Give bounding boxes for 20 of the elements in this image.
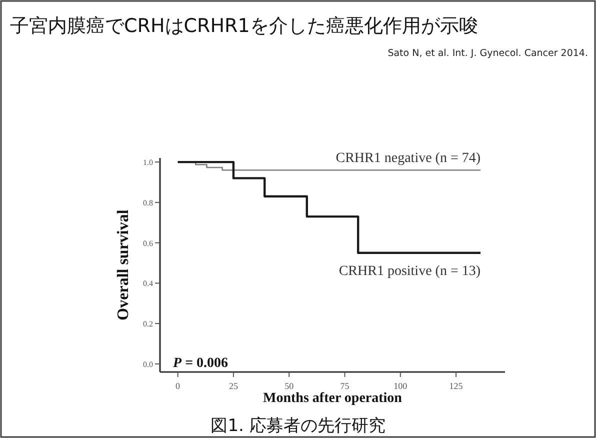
x-tick-label: 75: [340, 381, 350, 391]
series-label: CRHR1 negative (n = 74): [336, 151, 481, 166]
x-tick-label: 0: [176, 381, 181, 391]
chart-title: 子宮内膜癌でCRHはCRHR1を介した癌悪化作用が示唆: [10, 15, 478, 37]
x-tick-label: 100: [394, 381, 408, 391]
annotation: P = 0.006: [173, 356, 228, 371]
x-tick-label: 125: [449, 381, 464, 391]
y-tick-label: 0.8: [143, 198, 153, 208]
x-tick-label: 25: [228, 381, 238, 391]
y-tick-label: 1.0: [143, 158, 153, 168]
y-tick-label: 0.0: [143, 360, 153, 369]
text: Sato N, et al. Int. J. Gynecol. Cancer 2014.: [388, 48, 588, 59]
x-tick-label: 50: [284, 381, 294, 391]
y-tick-label: 0.4: [143, 279, 153, 288]
x-axis-title: Months after operation: [263, 391, 402, 406]
caption: 図1. 応募者の先行研究: [210, 416, 386, 436]
series-label: CRHR1 positive (n = 13): [338, 264, 481, 279]
y-tick-label: 0.2: [143, 320, 153, 329]
y-tick-label: 0.6: [143, 238, 153, 248]
y-axis-title: Overall survival: [115, 209, 132, 320]
